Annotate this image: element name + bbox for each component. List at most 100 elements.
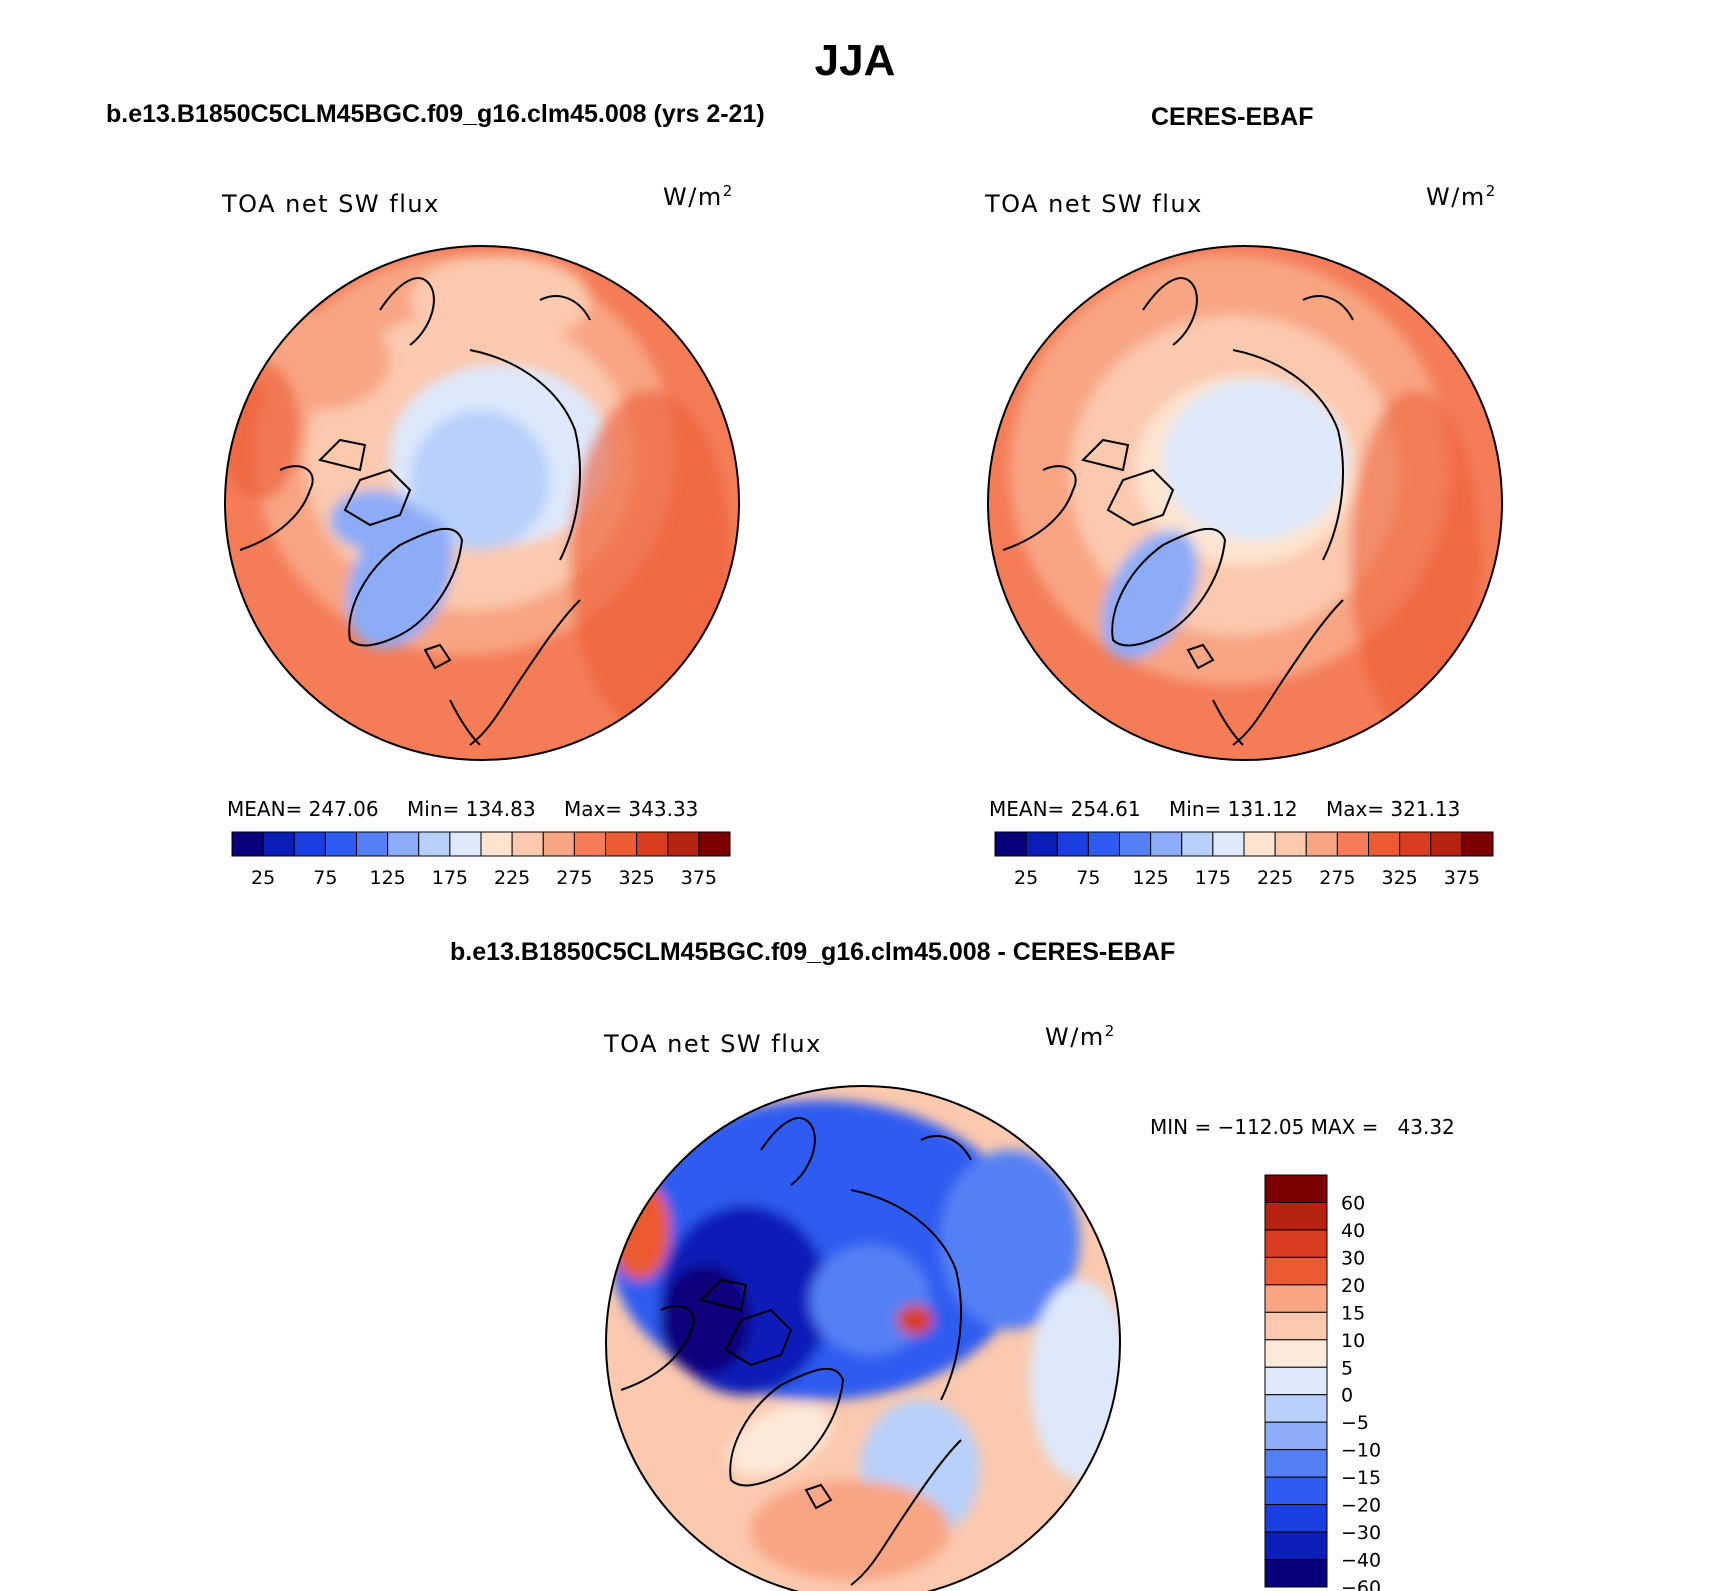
panel-1-colorbar-swatch-4	[356, 831, 389, 857]
panel-1-colorbar-swatch-2	[293, 831, 326, 857]
panel-2-colorbar-swatch-7	[1212, 831, 1245, 857]
panel-2-colorbar-swatch-9	[1274, 831, 1307, 857]
panel-3-colorbar: 60 40 30 20 15 10 5 0 −5 −10 −15 −20 −30 −40 −60	[1264, 1174, 1381, 1591]
panel-3-colorbar-label-1: 40	[1341, 1220, 1365, 1242]
panel-1-colorbar-swatch-9	[511, 831, 544, 857]
panel-3-colorbar-swatch-4	[1264, 1284, 1328, 1313]
panel-1-colorbar-label-2: 125	[369, 867, 405, 889]
panel-2-colorbar-label-3: 175	[1195, 867, 1231, 889]
panel-3-colorbar-swatch-0	[1264, 1174, 1328, 1203]
panel-3-colorbar-label-4: 15	[1341, 1302, 1365, 1324]
panel-3-title: b.e13.B1850C5CLM45BGC.f09_g16.clm45.008 …	[450, 938, 1176, 966]
panel-1-colorbar-label-6: 325	[618, 867, 654, 889]
panel-1-colorbar-swatch-15	[698, 831, 731, 857]
panel-2-title: CERES-EBAF	[1151, 103, 1314, 131]
figure-title: JJA	[814, 36, 896, 85]
panel-3-colorbar-label-3: 20	[1341, 1275, 1365, 1297]
panel-2-colorbar-label-5: 275	[1319, 867, 1355, 889]
panel-3-minmax: MIN = −112.05 MAX = 43.32	[1150, 1115, 1455, 1139]
panel-1-colorbar-label-5: 275	[556, 867, 592, 889]
panel-3-colorbar-label-0: 60	[1341, 1192, 1365, 1214]
panel-2-colorbar-label-0: 25	[1014, 867, 1038, 889]
panel-3-variable-label: TOA net SW flux	[604, 1030, 822, 1058]
panel-2-colorbar-label-7: 375	[1444, 867, 1480, 889]
panel-2-colorbar-label-6: 325	[1381, 867, 1417, 889]
panel-1-variable-label: TOA net SW flux	[222, 190, 440, 218]
panel-2-colorbar-swatch-3	[1087, 831, 1120, 857]
panel-3-colorbar-swatch-7	[1264, 1366, 1328, 1396]
panel-2-colorbar-swatch-14	[1430, 831, 1463, 857]
panel-3-colorbar-label-8: −5	[1341, 1412, 1369, 1434]
panel-3-colorbar-label-13: −40	[1341, 1550, 1381, 1572]
panel-2-stats: MEAN= 254.61 Min= 131.12 Max= 321.13	[989, 797, 1482, 821]
panel-1-colorbar-swatch-3	[324, 831, 357, 857]
panel-3-colorbar-swatch-6	[1264, 1339, 1328, 1368]
panel-3-colorbar-swatch-1	[1264, 1201, 1328, 1231]
panel-1-colorbar-swatch-12	[605, 831, 638, 857]
panel-1-max: Max= 343.33	[563, 797, 699, 821]
panel-1-colorbar-swatch-5	[387, 831, 420, 857]
panel-3-colorbar-swatch-13	[1264, 1531, 1328, 1561]
panel-2-min: Min= 131.12	[1169, 797, 1298, 821]
panel-1-min: Min= 134.83	[407, 797, 536, 821]
panel-3-colorbar-swatch-9	[1264, 1421, 1328, 1451]
panel-2-colorbar-swatch-6	[1181, 831, 1214, 857]
panel-1-stats: MEAN= 247.06 Min= 134.83 Max= 343.33	[227, 797, 720, 821]
panel-1-title: b.e13.B1850C5CLM45BGC.f09_g16.clm45.008 …	[106, 100, 765, 128]
panel-3-map	[605, 1085, 1121, 1591]
panel-1-units: W/m2	[663, 182, 734, 211]
panel-2-units: W/m2	[1426, 182, 1497, 211]
panel-3-colorbar-label-5: 10	[1341, 1330, 1365, 1352]
panel-3-units: W/m2	[1045, 1022, 1116, 1051]
panel-3-colorbar-label-14: −60	[1341, 1577, 1381, 1591]
panel-3-colorbar-swatch-5	[1264, 1311, 1328, 1341]
panel-1-colorbar-swatch-10	[542, 831, 575, 857]
panel-2-colorbar-swatch-11	[1336, 831, 1369, 857]
panel-3-colorbar-label-7: 0	[1341, 1385, 1353, 1407]
panel-1-map	[224, 245, 740, 761]
panel-2-map	[987, 245, 1503, 761]
panel-2-colorbar-swatch-15	[1461, 831, 1494, 857]
panel-1-colorbar-swatch-6	[418, 831, 451, 857]
panel-3-colorbar-swatch-8	[1264, 1394, 1328, 1423]
panel-2-colorbar-swatch-1	[1025, 831, 1058, 857]
panel-1-colorbar-swatch-13	[636, 831, 669, 857]
panel-2-colorbar-label-1: 75	[1076, 867, 1100, 889]
panel-1-colorbar-swatch-8	[480, 831, 513, 857]
panel-3-colorbar-swatch-3	[1264, 1256, 1328, 1286]
panel-3-colorbar-swatch-2	[1264, 1229, 1328, 1258]
panel-2-colorbar-swatch-5	[1150, 831, 1183, 857]
panel-1-colorbar-swatch-14	[667, 831, 700, 857]
panel-3-colorbar-label-12: −30	[1341, 1522, 1381, 1544]
panel-2-colorbar-label-4: 225	[1257, 867, 1293, 889]
panel-1-colorbar-swatch-11	[573, 831, 606, 857]
panel-1-colorbar-label-0: 25	[251, 867, 275, 889]
panel-1-colorbar-label-7: 375	[681, 867, 717, 889]
panel-3-colorbar-label-9: −10	[1341, 1440, 1381, 1462]
panel-2-variable-label: TOA net SW flux	[985, 190, 1203, 218]
panel-3-colorbar-swatch-11	[1264, 1476, 1328, 1506]
panel-3-colorbar-label-11: −20	[1341, 1495, 1381, 1517]
panel-1-colorbar-label-3: 175	[432, 867, 468, 889]
panel-2-max: Max= 321.13	[1325, 797, 1461, 821]
panel-1-colorbar-label-1: 75	[313, 867, 337, 889]
panel-2-colorbar-swatch-8	[1243, 831, 1276, 857]
panel-2-colorbar-swatch-2	[1056, 831, 1089, 857]
panel-3-colorbar-label-10: −15	[1341, 1467, 1381, 1489]
panel-1-mean: MEAN= 247.06	[227, 797, 379, 821]
panel-3-colorbar-swatch-10	[1264, 1449, 1328, 1478]
panel-2-mean: MEAN= 254.61	[989, 797, 1141, 821]
panel-3-colorbar-label-2: 30	[1341, 1247, 1365, 1269]
panel-2-colorbar-label-2: 125	[1132, 867, 1168, 889]
panel-2-colorbar-swatch-4	[1119, 831, 1152, 857]
panel-2-colorbar-swatch-10	[1305, 831, 1338, 857]
panel-3-colorbar-label-6: 5	[1341, 1357, 1353, 1379]
panel-1-colorbar-swatch-0	[231, 831, 264, 857]
panel-3-colorbar-swatch-14	[1264, 1559, 1328, 1588]
panel-2-colorbar-swatch-13	[1399, 831, 1432, 857]
panel-2-colorbar-swatch-12	[1368, 831, 1401, 857]
panel-1-colorbar-swatch-7	[449, 831, 482, 857]
panel-1-colorbar-label-4: 225	[494, 867, 530, 889]
panel-1-colorbar-swatch-1	[262, 831, 295, 857]
